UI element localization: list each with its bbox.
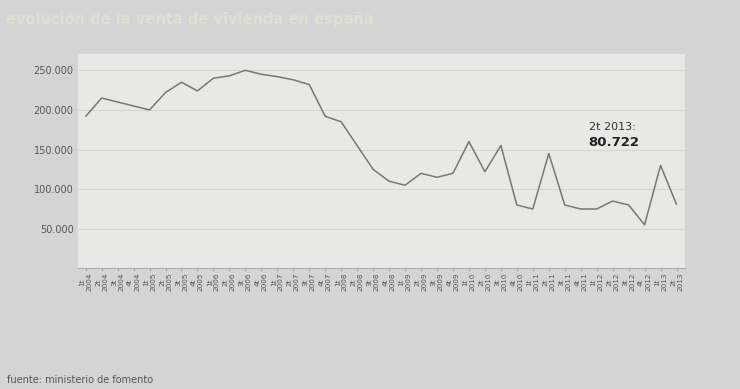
Text: fuente: ministerio de fomento: fuente: ministerio de fomento (7, 375, 153, 385)
Text: 80.722: 80.722 (589, 136, 639, 149)
Text: evolución de la venta de vivienda en españa: evolución de la venta de vivienda en esp… (6, 11, 374, 26)
Text: 2t 2013:: 2t 2013: (589, 122, 636, 132)
